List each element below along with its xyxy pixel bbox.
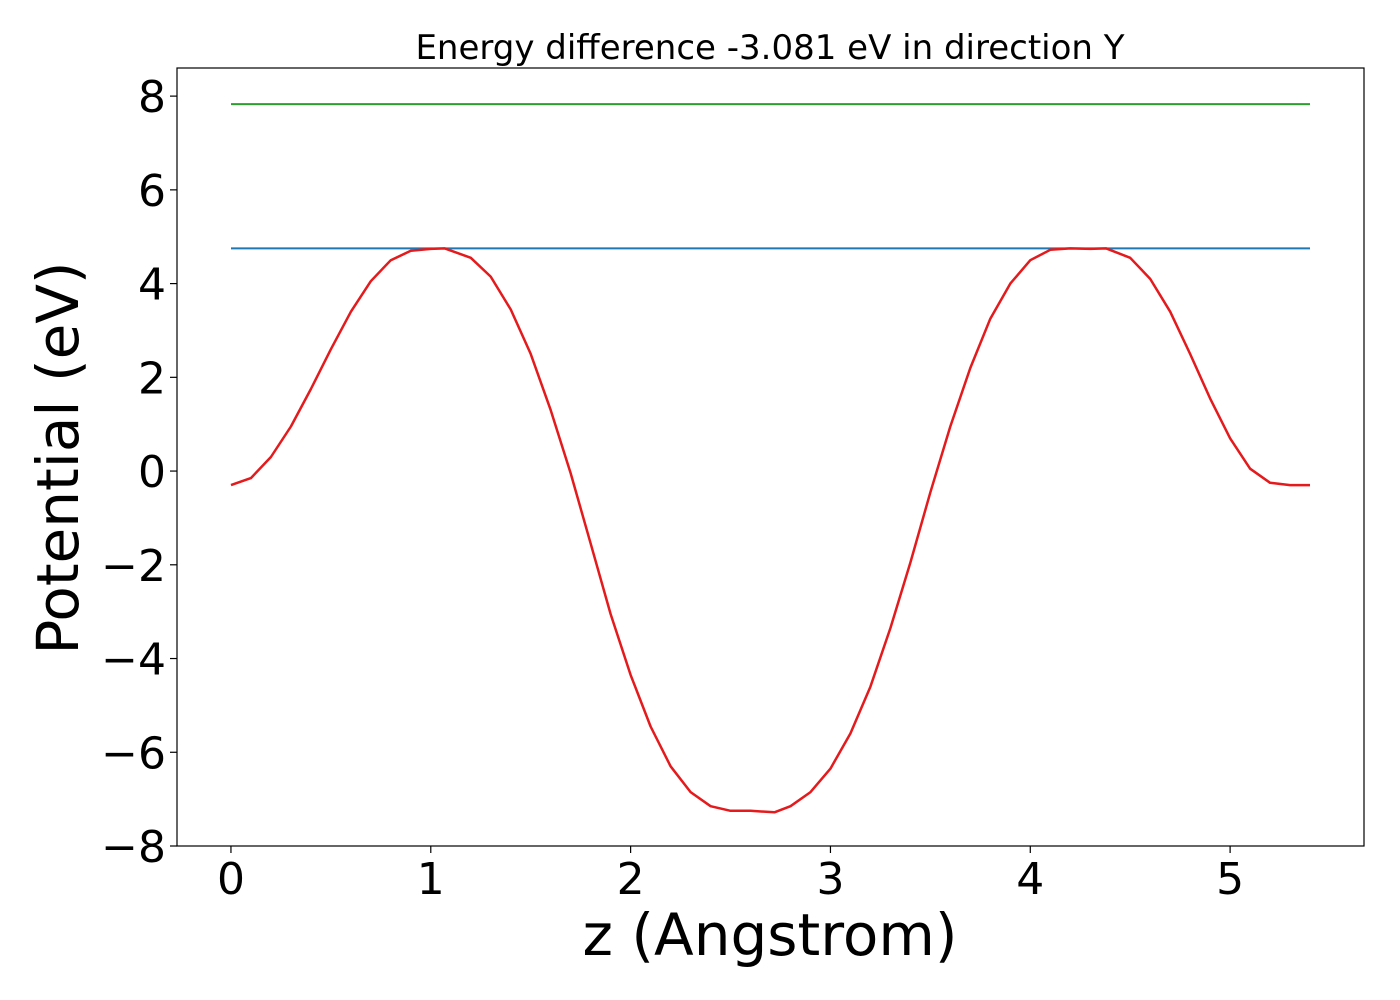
- x-tick-label: 4: [1016, 854, 1044, 905]
- y-tick-label: −8: [101, 822, 166, 873]
- x-axis: 0 1 2 3 4 5: [217, 846, 1244, 905]
- y-tick-label: 4: [138, 260, 166, 311]
- y-tick-label: −2: [101, 541, 166, 592]
- y-tick-label: 8: [138, 72, 166, 123]
- chart-title: Energy difference -3.081 eV in direction…: [415, 28, 1124, 68]
- x-axis-label: z (Angstrom): [583, 901, 958, 969]
- y-tick-label: 6: [138, 166, 166, 217]
- plot-frame: [176, 67, 1365, 847]
- x-tick-label: 2: [617, 854, 645, 905]
- y-axis-label: Potential (eV): [24, 261, 92, 654]
- series-layer: [230, 103, 1310, 814]
- x-tick-label: 3: [816, 854, 844, 905]
- x-tick-label: 0: [217, 854, 245, 905]
- y-axis: −8 −6 −4 −2 0 2 4 6 8: [101, 72, 177, 873]
- series-line-2: [230, 247, 1310, 814]
- y-tick-label: 2: [138, 353, 166, 404]
- x-tick-label: 1: [417, 854, 445, 905]
- x-tick-label: 5: [1216, 854, 1244, 905]
- y-tick-label: −4: [101, 635, 166, 686]
- y-tick-label: 0: [138, 447, 166, 498]
- y-tick-label: −6: [101, 728, 166, 779]
